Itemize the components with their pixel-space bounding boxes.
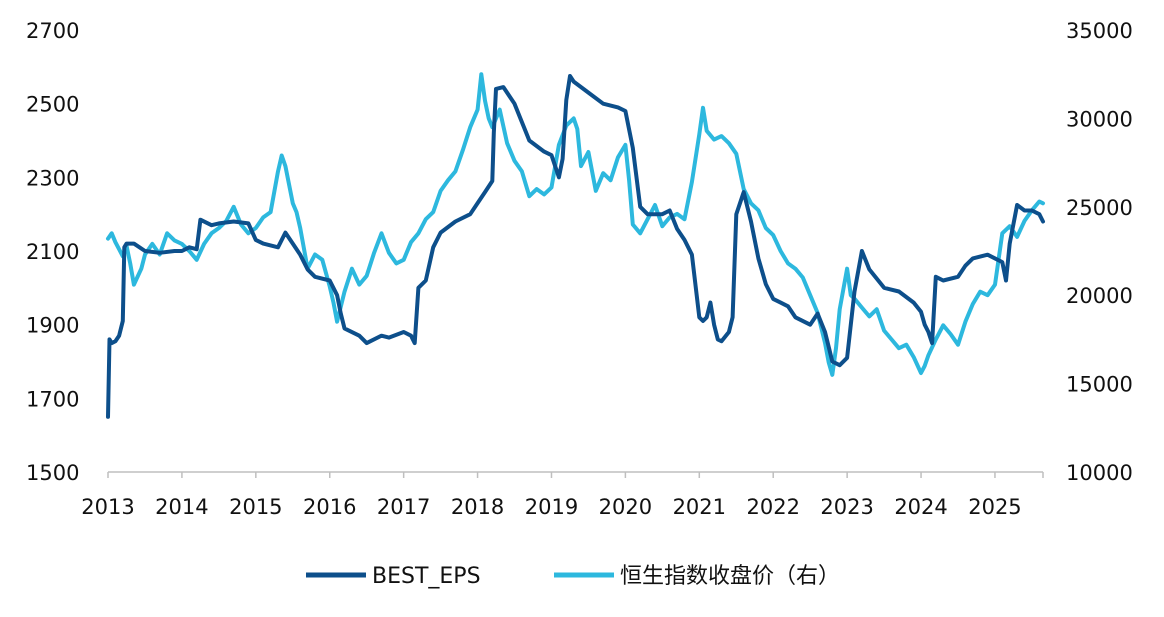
series-line-hang-seng (106, 72, 1045, 377)
left-y-tick-label: 1700 (26, 387, 79, 411)
left-y-tick-label: 2300 (26, 166, 79, 190)
left-y-tick-label: 1900 (26, 314, 79, 338)
x-tick-label: 2016 (303, 495, 356, 519)
x-tick-label: 2019 (525, 495, 578, 519)
x-tick-label: 2023 (820, 495, 873, 519)
legend: BEST_EPS 恒生指数收盘价（右） (306, 564, 840, 589)
left-y-axis: 1500 1700 1900 2100 2300 2500 2700 (26, 19, 79, 485)
x-tick-label: 2022 (746, 495, 799, 519)
x-axis: 2013 2014 2015 2016 2017 2018 2019 2020 2021 2022… (81, 471, 1044, 519)
x-tick-label: 2025 (968, 495, 1021, 519)
legend-label-hang-seng: 恒生指数收盘价（右） (620, 564, 840, 589)
x-tick-label: 2018 (451, 495, 504, 519)
x-tick-label: 2015 (229, 495, 282, 519)
right-y-tick-label: 25000 (1066, 196, 1133, 220)
x-tick-label: 2020 (599, 495, 652, 519)
x-tick-label: 2017 (377, 495, 430, 519)
right-y-tick-label: 30000 (1066, 107, 1133, 131)
right-y-tick-label: 35000 (1066, 19, 1133, 43)
left-y-tick-label: 2100 (26, 240, 79, 264)
x-tick-label: 2024 (894, 495, 947, 519)
left-y-tick-label: 1500 (26, 461, 79, 485)
right-y-tick-label: 20000 (1066, 284, 1133, 308)
series-lines (106, 72, 1045, 419)
x-tick-label: 2014 (155, 495, 208, 519)
right-y-tick-label: 15000 (1066, 373, 1133, 397)
x-tick-label: 2013 (81, 495, 134, 519)
x-tick-label: 2021 (673, 495, 726, 519)
right-y-tick-label: 10000 (1066, 461, 1133, 485)
series-line-best-eps (106, 74, 1045, 419)
left-y-tick-label: 2700 (26, 19, 79, 43)
left-y-tick-label: 2500 (26, 93, 79, 117)
legend-label-best-eps: BEST_EPS (372, 564, 481, 589)
right-y-axis: 10000 15000 20000 25000 30000 35000 (1066, 19, 1133, 485)
